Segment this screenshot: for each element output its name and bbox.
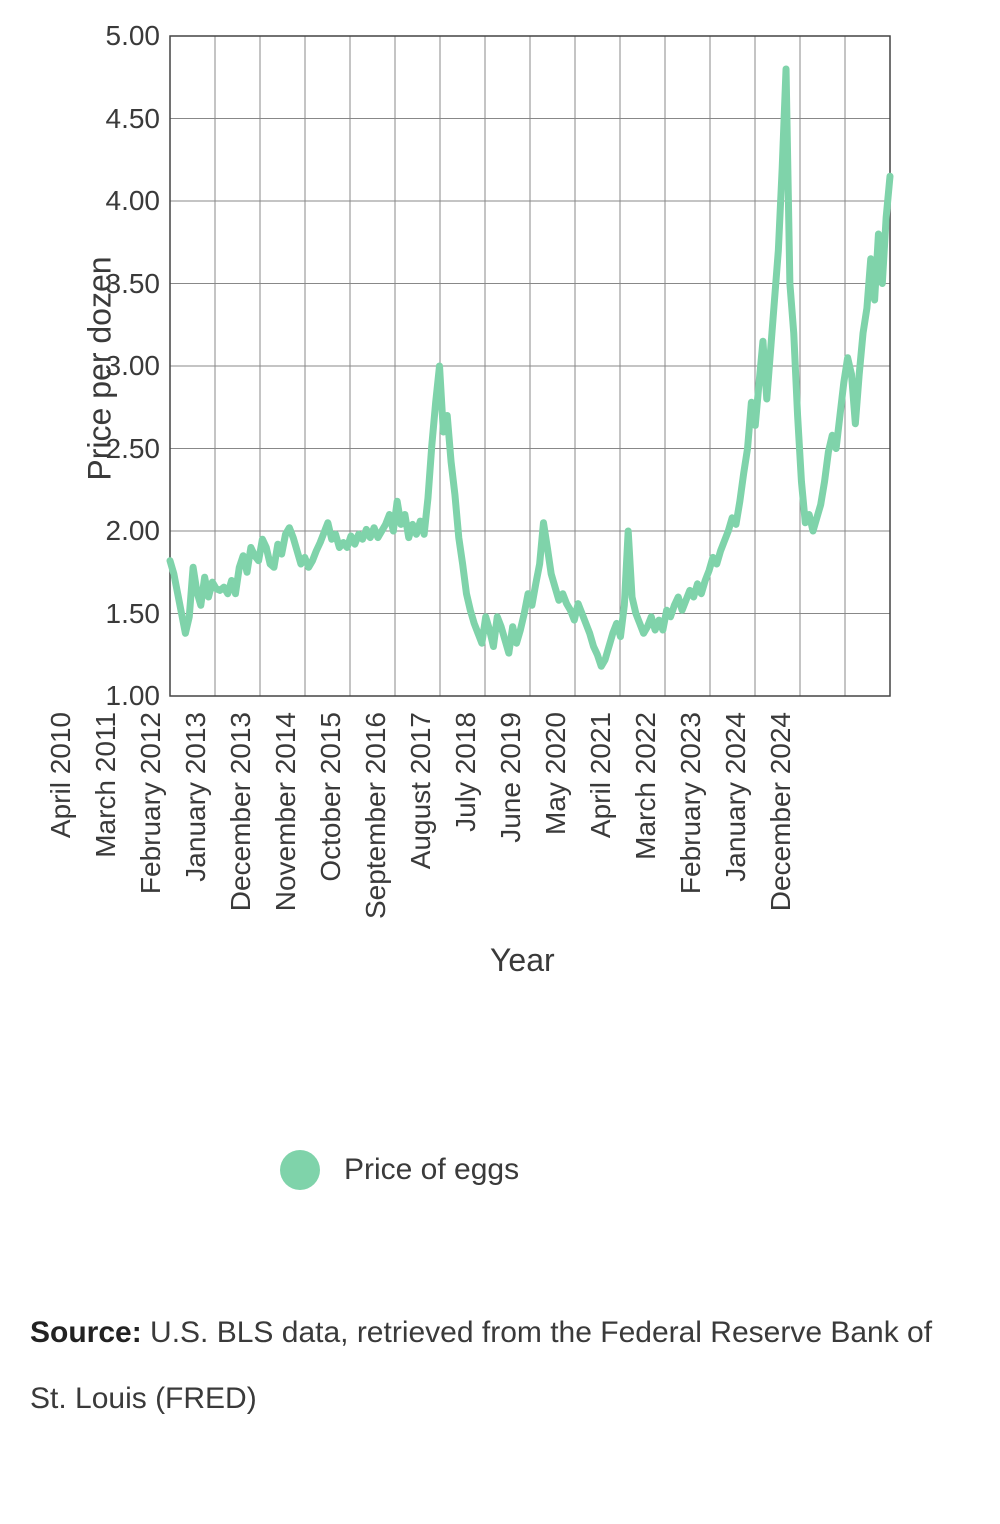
y-tick-label: 3.00 xyxy=(80,350,160,382)
x-tick-label: August 2017 xyxy=(405,712,437,992)
x-tick-label: April 2010 xyxy=(45,712,77,992)
y-tick-label: 3.50 xyxy=(80,268,160,300)
x-tick-label: November 2014 xyxy=(270,712,302,992)
source-body: U.S. BLS data, retrieved from the Federa… xyxy=(30,1316,932,1415)
y-tick-label: 4.00 xyxy=(80,185,160,217)
y-tick-label: 2.50 xyxy=(80,433,160,465)
chart-container: Price per dozen 1.001.502.002.503.003.50… xyxy=(0,0,1000,1524)
x-tick-label: February 2012 xyxy=(135,712,167,992)
source-text: Source: U.S. BLS data, retrieved from th… xyxy=(30,1300,960,1432)
y-tick-label: 5.00 xyxy=(80,20,160,52)
x-tick-label: July 2018 xyxy=(450,712,482,992)
x-tick-label: March 2022 xyxy=(630,712,662,992)
x-tick-label: January 2013 xyxy=(180,712,212,992)
y-tick-label: 4.50 xyxy=(80,103,160,135)
x-tick-label: December 2024 xyxy=(765,712,797,992)
source-prefix: Source: xyxy=(30,1316,142,1349)
x-tick-label: October 2015 xyxy=(315,712,347,992)
chart-plot xyxy=(170,36,894,700)
y-tick-label: 2.00 xyxy=(80,515,160,547)
legend-marker xyxy=(280,1150,320,1190)
x-tick-label: February 2023 xyxy=(675,712,707,992)
legend-label: Price of eggs xyxy=(344,1153,519,1187)
x-tick-label: April 2021 xyxy=(585,712,617,992)
x-tick-label: March 2011 xyxy=(90,712,122,992)
x-tick-label: January 2024 xyxy=(720,712,752,992)
legend: Price of eggs xyxy=(280,1150,519,1190)
x-tick-label: September 2016 xyxy=(360,712,392,992)
x-tick-label: December 2013 xyxy=(225,712,257,992)
y-tick-label: 1.00 xyxy=(80,680,160,712)
x-axis-title: Year xyxy=(490,942,555,979)
y-tick-label: 1.50 xyxy=(80,598,160,630)
